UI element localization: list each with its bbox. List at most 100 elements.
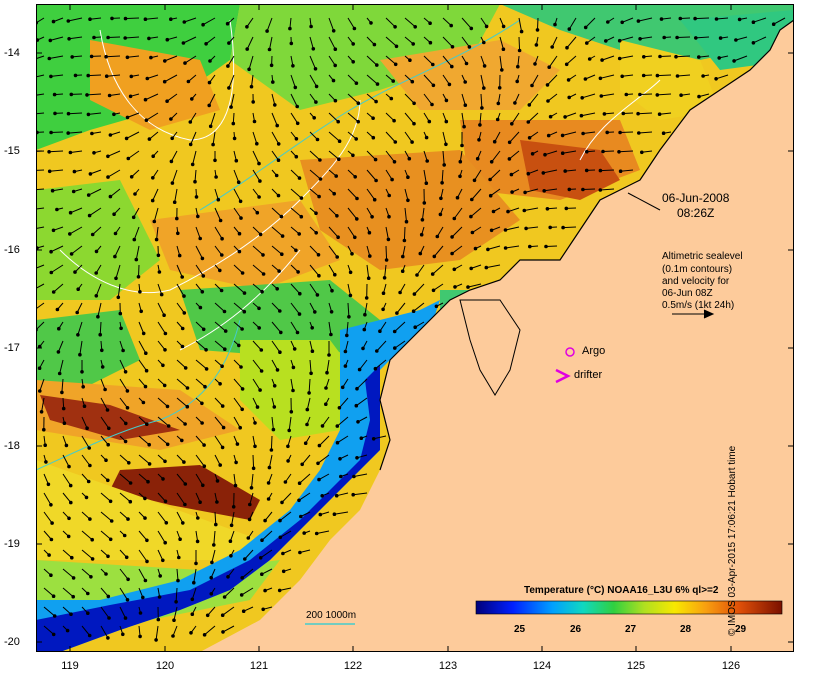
velocity-arrow (442, 150, 445, 165)
velocity-arrow-head (463, 80, 468, 84)
velocity-arrow-head (477, 138, 481, 142)
velocity-arrow-head (190, 162, 195, 167)
velocity-arrow-head (147, 442, 151, 447)
velocity-arrow-head (86, 193, 91, 197)
date-pointer-line (627, 192, 661, 211)
velocity-arrow-head (269, 448, 274, 452)
velocity-arrow-head (106, 594, 111, 599)
velocity-arrow-head (239, 216, 243, 220)
velocity-arrow-head (29, 95, 32, 98)
velocity-arrow (566, 55, 577, 65)
depth-contours (36, 19, 521, 471)
velocity-arrow-head (638, 37, 642, 41)
velocity-arrow-head (44, 460, 48, 464)
velocity-arrow-head (240, 576, 244, 580)
velocity-arrow-head (66, 131, 70, 135)
velocity-arrow-head (218, 463, 222, 467)
velocity-arrow-head (312, 116, 317, 120)
velocity-arrow (157, 435, 169, 445)
velocity-arrow (487, 245, 501, 250)
velocity-arrow-head (225, 21, 230, 26)
velocity-arrow-head (195, 539, 200, 544)
velocity-arrow-head (94, 249, 99, 254)
legend-line-1: Altimetric sealevel (662, 251, 743, 262)
velocity-arrow-head (355, 196, 359, 201)
velocity-arrow (441, 169, 444, 183)
velocity-arrow-head (261, 607, 266, 612)
velocity-arrow (524, 207, 539, 211)
velocity-arrow-head (541, 171, 546, 175)
velocity-arrow (125, 17, 140, 20)
velocity-arrow (601, 55, 615, 61)
velocity-arrow-head (372, 42, 377, 47)
velocity-arrow (252, 264, 264, 275)
velocity-arrow-head (501, 24, 506, 29)
velocity-arrow-head (655, 73, 660, 78)
velocity-arrow-head (88, 17, 92, 22)
velocity-arrow-head (394, 44, 399, 49)
velocity-arrow-head (275, 368, 280, 372)
velocity-arrow (100, 397, 108, 411)
velocity-arrow (414, 283, 425, 295)
velocity-arrow-head (530, 152, 535, 156)
velocity-arrow-head (49, 74, 53, 79)
velocity-arrow-head (617, 56, 622, 61)
velocity-arrow (347, 226, 356, 238)
velocity-arrow (51, 264, 64, 273)
velocity-arrow (271, 207, 282, 217)
velocity-arrow (252, 454, 255, 469)
velocity-arrow (176, 378, 188, 389)
velocity-arrow-head (215, 479, 220, 483)
velocity-arrow-head (108, 537, 113, 542)
velocity-arrow-head (66, 19, 71, 23)
velocity-arrow (69, 226, 83, 235)
velocity-arrow-head (353, 235, 357, 240)
lon-tick-123: 123 (438, 660, 458, 672)
velocity-arrow-head (49, 130, 53, 135)
velocity-arrow (43, 587, 54, 597)
velocity-arrow (602, 150, 615, 152)
velocity-arrow-head (527, 136, 532, 140)
velocity-arrow-head (411, 309, 416, 314)
velocity-arrow-head (100, 348, 104, 353)
velocity-arrow (486, 264, 501, 269)
velocity-arrow-head (88, 517, 92, 521)
velocity-arrow-head (104, 572, 108, 576)
velocity-arrow-head (169, 117, 173, 121)
velocity-arrow (394, 340, 406, 349)
velocity-arrow-head (237, 231, 242, 236)
velocity-arrow-head (662, 35, 667, 40)
velocity-arrow-head (182, 20, 187, 24)
velocity-arrow (290, 207, 302, 218)
velocity-arrow (138, 530, 148, 541)
velocity-arrow (585, 17, 596, 28)
velocity-arrow (252, 131, 258, 144)
velocity-arrow-head (144, 368, 149, 373)
velocity-arrow-head (51, 19, 56, 24)
velocity-arrow-head (751, 20, 756, 25)
velocity-arrow-head (408, 58, 412, 63)
lat-tick-14: -14 (4, 47, 20, 59)
velocity-arrow-head (260, 538, 264, 543)
velocity-arrow (81, 416, 88, 429)
velocity-arrow-head (180, 275, 184, 279)
velocity-arrow-head (547, 65, 552, 69)
velocity-arrow-head (318, 158, 322, 162)
velocity-arrow-head (492, 139, 497, 144)
velocity-arrow (81, 625, 91, 636)
velocity-arrow-head (220, 404, 225, 408)
velocity-arrow-head (49, 270, 54, 275)
velocity-arrow-head (64, 443, 69, 448)
velocity-arrow (753, 17, 767, 23)
velocity-arrow-head (94, 271, 98, 275)
velocity-arrow-head (526, 120, 531, 124)
velocity-arrow-head (96, 314, 100, 319)
velocity-arrow (309, 245, 319, 256)
velocity-arrow (214, 188, 219, 200)
velocity-arrow-head (109, 519, 114, 523)
velocity-arrow-head (201, 22, 205, 27)
velocity-arrow-head (165, 442, 170, 447)
velocity-arrow-head (458, 174, 462, 179)
velocity-arrow-head (387, 193, 392, 198)
lat-tick-20: -20 (4, 636, 20, 648)
